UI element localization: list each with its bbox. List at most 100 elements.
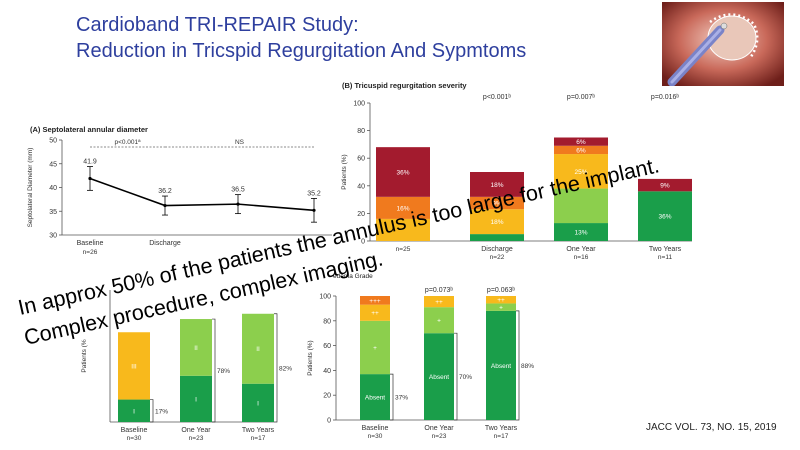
cardioband-implant-photo [662, 2, 784, 86]
chart-d-bracket-1 [454, 332, 458, 421]
chart-d-bar-0-2 [360, 304, 390, 321]
chart-d-bar-label-1-1: + [437, 318, 441, 325]
chart-d-bar-2-1 [486, 303, 516, 311]
chart-b-bar-label-1-4: 18% [490, 182, 503, 189]
chart-b-xsublabel-0: n=25 [396, 246, 411, 253]
chart-d-ytick-label-1: 20 [323, 393, 331, 400]
chart-a-ytick-label-2: 40 [49, 185, 57, 192]
chart-b-bar-0-3 [376, 196, 430, 219]
chart-d-bar-label-2-0: Absent [491, 363, 511, 370]
chart-b-ytick-label-0: 0 [361, 239, 365, 246]
chart-d-xlabel-2: Two Years [485, 425, 518, 432]
chart-c-ylabel: Patients (% [81, 339, 88, 372]
chart-d-bar-label-0-1: + [373, 345, 377, 352]
chart-c-bracket-1 [212, 318, 216, 423]
chart-d-bar-1-0 [424, 333, 454, 420]
chart-b-bar-label-0-3: 16% [396, 205, 409, 212]
chart-b-xlabel-3: Two Years [649, 246, 682, 253]
chart-c-bar-label-1-1: II [194, 345, 198, 352]
chart-a-annotation-0: p<0.001ª [114, 139, 141, 146]
chart-d-ytick-label-4: 80 [323, 318, 331, 325]
chart-d-bar-0-3 [360, 296, 390, 305]
panel-a-title: (A) Septolateral annular diameter [30, 125, 148, 134]
chart-b-bar-label-2-0: 13% [574, 230, 587, 237]
chart-d-bar-2-2 [486, 296, 516, 304]
chart-b-tr-severity: 0 20 40 60 80 100 Patients (%) 16% 36% n=25 18% 9% 1… [341, 94, 692, 261]
chart-d-bar-label-1-2: ++ [435, 299, 443, 306]
chart-b-bar-2-3 [554, 145, 608, 155]
chart-a-ytick-label-0: 30 [49, 233, 57, 240]
chart-a-point-1 [163, 203, 167, 208]
chart-a-xlabel-0: Baseline [77, 240, 104, 247]
slide-title: Cardioband TRI-REPAIR Study: Reduction i… [76, 12, 526, 64]
chart-c-bracket-0 [150, 399, 154, 423]
chart-b-xlabel-1: Discharge [481, 246, 513, 253]
chart-b-pvalue-3: p=0.016ᵇ [651, 94, 679, 101]
chart-c-bar-2-0 [242, 383, 274, 422]
chart-c-bar-label-0-2: III [131, 363, 137, 370]
slide-title-line1: Cardioband TRI-REPAIR Study: [76, 14, 359, 36]
chart-d-pvalue-2: p=0.063ᵇ [487, 287, 515, 294]
chart-b-bar-label-3-4: 9% [660, 183, 670, 190]
panel-b-title: (B) Tricuspid regurgitation severity [342, 81, 467, 90]
chart-c-bar-label-1-0: I [195, 396, 197, 403]
chart-c-xlabel-1: One Year [181, 427, 211, 434]
chart-d-ytick-label-2: 40 [323, 368, 331, 375]
chart-a-septolateral: 30 35 40 45 50 Septolateral Diameter (mm) 41.9… [27, 138, 332, 256]
chart-b-bar-1-0 [470, 234, 524, 241]
chart-d-xsublabel-0: n=30 [368, 433, 383, 440]
chart-a-ytick-label-1: 35 [49, 209, 57, 216]
chart-c-bar-1-0 [180, 375, 212, 422]
chart-b-ytick-label-2: 40 [357, 183, 365, 190]
chart-d-bar-label-2-2: ++ [497, 297, 505, 304]
chart-b-ylabel: Patients (%) [341, 154, 348, 189]
chart-d-ytick-label-0: 0 [327, 418, 331, 425]
chart-c-bar-0-0 [118, 399, 150, 422]
chart-d-ytick-label-3: 60 [323, 343, 331, 350]
chart-b-bar-3-0 [638, 191, 692, 241]
chart-b-ytick-label-5: 100 [353, 101, 365, 108]
chart-b-bar-label-2-4: 6% [576, 139, 586, 146]
chart-a-xlabel-1: Discharge [149, 240, 181, 247]
chart-d-bracket-label-2: 88% [521, 363, 534, 370]
chart-d-ytick-label-5: 100 [319, 294, 331, 301]
chart-b-bar-label-2-2: 25% [574, 169, 587, 176]
chart-a-ytick-label-4: 50 [49, 138, 57, 145]
chart-c-bracket-label-1: 78% [217, 368, 230, 375]
chart-c-xsublabel-1: n=23 [189, 435, 204, 442]
chart-c-bar-label-2-1: II [256, 346, 260, 353]
chart-b-bar-2-2 [554, 154, 608, 189]
chart-d-bar-label-0-0: Absent [365, 395, 385, 402]
chart-c-bar-1-1 [180, 319, 212, 376]
chart-d-bar-2-0 [486, 310, 516, 420]
chart-b-bar-0-2 [376, 218, 430, 241]
chart-d-xsublabel-2: n=17 [494, 433, 509, 440]
chart-b-bar-1-2 [470, 209, 524, 235]
chart-c-bar-label-2-0: I [257, 400, 259, 407]
chart-a-value-label-1: 36.2 [158, 188, 172, 195]
chart-d-pvalue-1: p=0.073ᵇ [425, 287, 453, 294]
chart-b-bar-3-4 [638, 178, 692, 192]
chart-b-bar-label-2-3: 6% [576, 147, 586, 154]
chart-c-bar-0-2 [118, 332, 150, 400]
chart-b-xsublabel-2: n=16 [574, 254, 589, 261]
chart-b-xsublabel-1: n=22 [490, 254, 505, 261]
chart-d-bracket-0 [390, 373, 394, 421]
chart-c-xsublabel-0: n=30 [127, 435, 142, 442]
chart-b-pvalue-2: p=0.007ᵇ [567, 94, 595, 101]
chart-d-bracket-2 [516, 310, 520, 421]
chart-a-ylabel: Septolateral Diameter (mm) [27, 148, 34, 228]
chart-c-bar-label-0-0: I [133, 408, 135, 415]
chart-d-xsublabel-1: n=23 [432, 433, 447, 440]
chart-b-bar-1-4 [470, 172, 524, 197]
chart-d-bar-label-0-3: +++ [369, 298, 381, 305]
chart-d-bar-1-2 [424, 296, 454, 308]
chart-b-bar-2-0 [554, 223, 608, 241]
chart-d-bar-label-0-2: ++ [371, 310, 379, 317]
chart-a-value-label-0: 41.9 [83, 159, 97, 166]
chart-b-ytick-label-3: 60 [357, 156, 365, 163]
chart-d-bracket-label-0: 37% [395, 395, 408, 402]
chart-b-xlabel-2: One Year [566, 246, 596, 253]
